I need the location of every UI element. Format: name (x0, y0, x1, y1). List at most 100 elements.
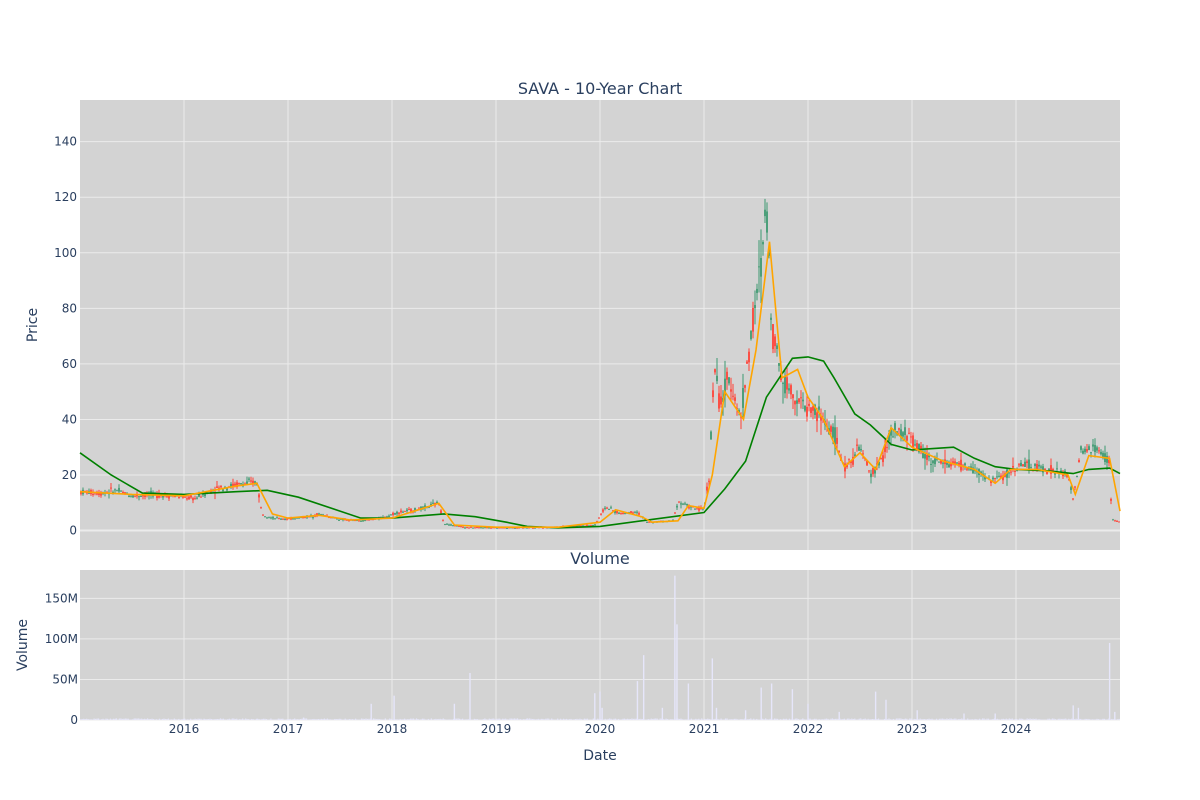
volume-bar (456, 718, 458, 720)
volume-bar (768, 719, 770, 720)
candle-body (612, 510, 614, 512)
candle-body (1026, 461, 1028, 463)
candle-body (698, 507, 700, 511)
volume-bar (1020, 718, 1022, 720)
volume-spike-bar (599, 691, 601, 720)
volume-spike-bar (393, 695, 395, 720)
volume-bar (979, 718, 981, 720)
volume-spike-bar (526, 718, 528, 720)
volume-bar (164, 718, 167, 720)
volume-bar (915, 719, 917, 720)
volume-bar (448, 719, 450, 720)
volume-bar (919, 718, 921, 720)
x-tick-label: 2024 (1001, 722, 1032, 736)
volume-bar (500, 719, 502, 720)
candle-body (574, 525, 576, 527)
volume-bar (314, 719, 317, 720)
volume-bar (1001, 718, 1003, 720)
volume-spike-bar (744, 710, 747, 720)
x-tick-label: 2019 (481, 722, 512, 736)
volume-bar (322, 719, 324, 720)
candle-body (1100, 451, 1102, 455)
volume-bar (659, 718, 661, 720)
candle-body (116, 490, 118, 492)
candle-body (488, 527, 490, 529)
volume-bar (695, 718, 697, 720)
candle-body (630, 511, 632, 513)
volume-bar (298, 719, 300, 720)
candle-body (226, 487, 228, 491)
volume-bar (248, 719, 250, 720)
volume-bar (313, 718, 315, 720)
candle-body (932, 460, 934, 464)
candle-body (806, 406, 808, 417)
volume-bar (337, 719, 339, 720)
candle-body (162, 495, 164, 498)
volume-bar (197, 718, 199, 720)
volume-bar (732, 719, 734, 720)
volume-bar (580, 719, 583, 720)
candle-body (748, 351, 750, 363)
candle-body (144, 495, 146, 497)
volume-bar (1035, 718, 1037, 720)
volume-bar (199, 718, 201, 720)
candle-body (954, 461, 956, 464)
volume-bar (1088, 719, 1091, 720)
volume-bar (717, 719, 719, 720)
candle-body (1064, 470, 1066, 472)
candle-body (462, 526, 464, 528)
volume-bar (579, 718, 581, 720)
volume-bar (876, 719, 878, 720)
volume-bar (684, 719, 687, 720)
volume-bar (218, 718, 220, 720)
candle-body (770, 317, 772, 320)
candle-body (338, 519, 340, 521)
volume-bar (444, 719, 446, 720)
volume-bar (854, 718, 856, 720)
candle-body (702, 508, 704, 510)
candle-body (908, 432, 910, 434)
volume-bar (405, 719, 407, 720)
candle-body (270, 517, 272, 519)
candle-body (1090, 452, 1092, 454)
volume-bar (350, 719, 352, 720)
volume-bar (802, 718, 804, 720)
volume-bar (794, 718, 796, 720)
volume-bar (897, 718, 899, 720)
candle-body (534, 527, 536, 529)
volume-bar (402, 719, 404, 720)
volume-bar (233, 718, 235, 720)
candle-body (966, 468, 968, 470)
volume-bar (615, 718, 617, 720)
candle-body (472, 527, 474, 529)
volume-bar (931, 718, 933, 720)
candle-body (624, 513, 626, 515)
volume-bar (925, 719, 927, 720)
candle-body (934, 458, 936, 465)
candle-body (506, 527, 508, 529)
candle-body (1102, 452, 1104, 458)
volume-bar (863, 718, 865, 720)
volume-bar (433, 719, 435, 720)
volume-bar (1105, 719, 1107, 720)
candle-body (532, 527, 534, 529)
candle-body (392, 512, 394, 516)
volume-bar (1051, 718, 1053, 720)
candle-body (832, 426, 834, 438)
volume-bar (142, 719, 144, 720)
volume-bar (346, 719, 348, 720)
volume-bar (993, 718, 996, 720)
volume-bar (539, 719, 541, 720)
candle-body (1036, 463, 1038, 470)
volume-bar (460, 719, 462, 720)
volume-bar (723, 719, 725, 720)
volume-bar (210, 718, 213, 720)
candle-body (304, 517, 306, 519)
volume-bar (360, 718, 363, 720)
volume-bar (1041, 719, 1043, 720)
volume-bar (849, 719, 851, 720)
candle-body (244, 483, 246, 485)
volume-bar (583, 718, 585, 720)
volume-bar (209, 718, 211, 720)
candle-body (282, 518, 284, 520)
